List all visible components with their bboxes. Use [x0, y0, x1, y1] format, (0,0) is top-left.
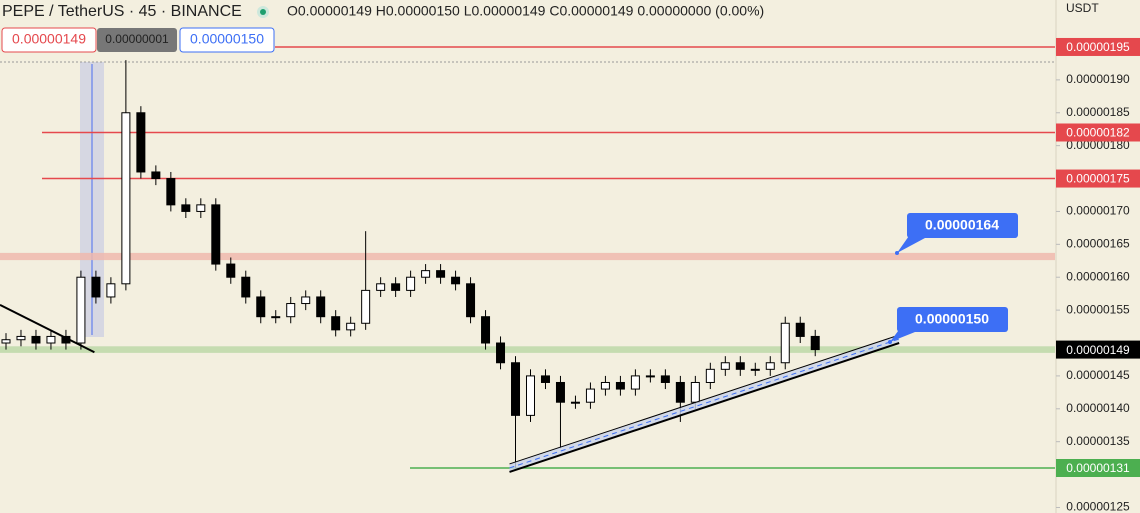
- candle-body: [720, 362, 730, 370]
- y-tick-label: 0.00000145: [1066, 368, 1130, 382]
- candle-body: [106, 283, 116, 298]
- callout-box: [897, 307, 1008, 332]
- candle-body: [46, 335, 56, 344]
- candle-body: [1, 339, 11, 344]
- candle-body: [645, 375, 655, 378]
- candle-body: [511, 362, 521, 416]
- candle-body: [346, 322, 356, 331]
- candle-body: [121, 112, 131, 285]
- candle-body: [675, 381, 685, 403]
- candle-body: [361, 289, 371, 324]
- callout-text: 0.00000150: [915, 311, 989, 327]
- level-label: 0.00000175: [1066, 172, 1130, 186]
- candle-body: [391, 283, 401, 291]
- level-label-box: [1056, 169, 1140, 188]
- candle-body: [286, 303, 296, 318]
- trend-channel-mid: [509, 338, 900, 469]
- candle-body: [570, 401, 580, 404]
- candle-body: [136, 112, 146, 173]
- ohlc: O0.00000149 H0.00000150 L0.00000149 C0.0…: [287, 3, 764, 19]
- candle-body: [555, 381, 565, 403]
- sell-price[interactable]: 0.00000149: [12, 31, 86, 47]
- candle-body: [660, 375, 670, 383]
- level-label: 0.00000195: [1066, 40, 1130, 54]
- level-label: 0.00000182: [1066, 126, 1130, 140]
- candle-body: [810, 335, 820, 351]
- candle-body: [376, 283, 386, 291]
- candle-body: [615, 381, 625, 390]
- y-tick-label: 0.00000165: [1066, 237, 1130, 251]
- candle-body: [16, 335, 26, 341]
- candle-body: [331, 316, 341, 331]
- candle-body: [76, 276, 86, 344]
- trendline: [509, 342, 900, 473]
- trendline: [0, 303, 95, 354]
- candle-body: [481, 316, 491, 344]
- trend-channel-edge: [509, 334, 900, 465]
- spread: 0.00000001: [105, 32, 169, 46]
- level-label-box: [1056, 37, 1140, 56]
- candle-body: [226, 263, 236, 278]
- y-tick-label: 0.00000190: [1066, 72, 1130, 86]
- level-label-box: [1056, 340, 1140, 359]
- callout-anchor: [888, 340, 892, 344]
- y-tick-label: 0.00000155: [1066, 302, 1130, 316]
- callout-text: 0.00000164: [925, 217, 999, 233]
- candle-body: [765, 362, 775, 370]
- candle-body: [241, 276, 251, 298]
- y-tick-label: 0.00000160: [1066, 269, 1130, 283]
- level-label: 0.00000149: [1066, 343, 1130, 357]
- candle-body: [31, 335, 41, 344]
- callout-box: [907, 213, 1018, 238]
- spread-box: [97, 28, 177, 52]
- trend-channel: [509, 335, 900, 472]
- y-tick-label: 0.00000185: [1066, 105, 1130, 119]
- buy-price[interactable]: 0.00000150: [190, 31, 264, 47]
- candle-body: [421, 270, 431, 278]
- zone: [0, 346, 1055, 353]
- candle-body: [600, 381, 610, 390]
- callout-anchor: [895, 251, 899, 255]
- level-label-box: [1056, 123, 1140, 142]
- y-tick-label: 0.00000140: [1066, 401, 1130, 415]
- y-tick-label: 0.00000135: [1066, 434, 1130, 448]
- candle-body: [630, 375, 640, 390]
- candle-body: [750, 368, 760, 371]
- candle-body: [466, 283, 476, 318]
- status-dot-inner: [260, 9, 266, 15]
- candle-body: [181, 204, 191, 212]
- candle-body: [316, 296, 326, 318]
- candle-body: [795, 322, 805, 337]
- candle-body: [705, 368, 715, 383]
- candle-body: [735, 362, 745, 370]
- candle-body: [301, 296, 311, 305]
- buy-button[interactable]: [179, 27, 275, 53]
- level-label-box: [1056, 459, 1140, 478]
- y-tick-label: 0.00000170: [1066, 204, 1130, 218]
- level-label: 0.00000131: [1066, 461, 1130, 475]
- candle-body: [91, 276, 101, 298]
- candle-body: [271, 316, 281, 319]
- candle-body: [406, 276, 416, 291]
- candle-body: [585, 388, 595, 403]
- candle-body: [211, 204, 221, 265]
- candle-body: [525, 375, 535, 416]
- candle-body: [256, 296, 266, 318]
- sell-button[interactable]: [1, 27, 97, 53]
- symbol: PEPE / TetherUS · 45 · BINANCE: [2, 3, 242, 20]
- zone: [0, 252, 1055, 261]
- candle-body: [690, 381, 700, 403]
- candle-body: [151, 171, 161, 180]
- candle-body: [166, 178, 176, 206]
- candle-body: [496, 342, 506, 364]
- currency[interactable]: USDT: [1066, 1, 1099, 15]
- y-tick-label: 0.00000125: [1066, 500, 1130, 513]
- candle-body: [196, 204, 206, 212]
- candle-body: [451, 276, 461, 285]
- candle-body: [436, 270, 446, 278]
- candle-body: [540, 375, 550, 383]
- candle-body: [780, 322, 790, 364]
